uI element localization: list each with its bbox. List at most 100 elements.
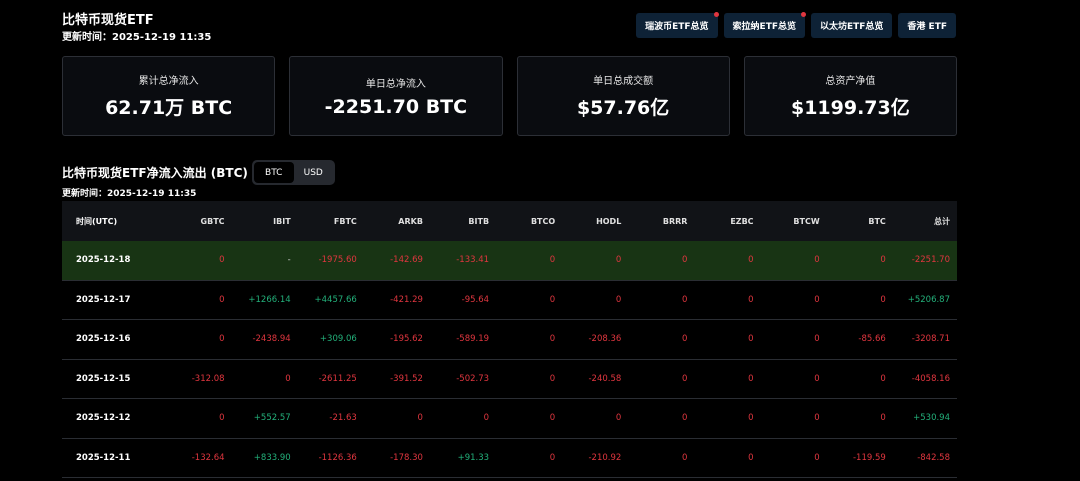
flow-cell: 0 [748, 334, 754, 345]
toggle-btc-option[interactable]: BTC [254, 162, 294, 183]
flow-cell: -421.29 [390, 294, 423, 305]
nav-sol-etf-button[interactable]: 索拉纳ETF总览 [723, 12, 806, 38]
table-header: 时间(UTC) GBTC IBIT FBTC ARKB BITB BTCO HODL BRRR E… [62, 201, 957, 241]
column-header: IBIT [273, 216, 291, 226]
flow-cell: -2611.25 [318, 373, 357, 384]
flow-cell: +91.33 [457, 452, 490, 463]
flow-cell: -502.73 [456, 373, 490, 384]
column-header: FBTC [333, 216, 357, 226]
table-body: 2025-12-18 0 - -1975.60 -142.69 -133.41 0 0 0 0 0 0… [62, 241, 957, 478]
flow-cell: -178.30 [390, 452, 423, 463]
flow-cell: -21.63 [329, 413, 357, 424]
flow-cell: 0 [549, 255, 556, 266]
flow-cell: -132.64 [191, 452, 225, 463]
flow-cell: +309.06 [319, 334, 357, 345]
date-cell: 2025-12-18 [76, 255, 131, 266]
flow-cell: 0 [417, 413, 423, 424]
flow-cell: 0 [483, 413, 490, 424]
section-updated-time: 更新时间：2025-12-19 11:35 [62, 189, 197, 199]
column-header: HODL [596, 216, 622, 226]
stat-label: 单日总成交额 [593, 76, 654, 87]
table-row[interactable]: 2025-12-12 0 +552.57 -21.63 0 0 0 0 0 0 0 0 +530.94 [62, 399, 957, 439]
nav-label: 瑞波币ETF总览 [645, 22, 709, 32]
flow-cell: 0 [219, 334, 225, 345]
flow-cell: -95.64 [461, 294, 490, 305]
flow-cell: +1266.14 [248, 294, 291, 305]
column-header: 时间(UTC) [76, 216, 118, 226]
flow-cell: 0 [682, 334, 688, 345]
stat-label: 累计总净流入 [138, 76, 199, 87]
date-cell: 2025-12-17 [76, 294, 131, 305]
flow-cell: - [287, 255, 291, 266]
table-row[interactable]: 2025-12-11 -132.64 +833.90 -1126.36 -178.30 +… [62, 439, 957, 478]
flow-cell: 0 [219, 413, 225, 424]
flow-cell: -2251.70 [911, 255, 950, 266]
flow-cell: 0 [814, 255, 820, 266]
stat-value: $1199.73亿 [790, 97, 910, 119]
flow-cell: -391.52 [390, 373, 423, 384]
flow-cell: 0 [549, 334, 556, 345]
column-header: EZBC [730, 216, 754, 226]
flow-cell: 0 [615, 255, 622, 266]
date-cell: 2025-12-12 [76, 413, 131, 424]
toggle-usd-option[interactable]: USD [303, 167, 323, 178]
flow-cell: 0 [615, 413, 622, 424]
stats-cards: 累计总净流入 62.71万 BTC 单日总净流入 -2251.70 BTC 单日… [62, 56, 957, 136]
flow-cell: 0 [549, 413, 556, 424]
flow-cell: -3208.71 [911, 334, 950, 345]
nav-xrp-etf-button[interactable]: 瑞波币ETF总览 [636, 12, 719, 38]
flow-cell: -210.92 [588, 452, 622, 463]
table-row[interactable]: 2025-12-16 0 -2438.94 +309.06 -195.62 -589.19… [62, 320, 957, 360]
flow-cell: 0 [880, 413, 886, 424]
flow-cell: +833.90 [253, 452, 291, 463]
flow-cell: 0 [682, 294, 688, 305]
flow-cell: 0 [549, 373, 556, 384]
flow-cell: 0 [682, 452, 688, 463]
stat-value: 62.71万 BTC [105, 97, 233, 119]
flow-cell: 0 [219, 294, 225, 305]
flow-cell: -2438.94 [252, 334, 291, 345]
stat-card-daily-inflow: 单日总净流入 -2251.70 BTC [289, 56, 503, 136]
flow-cell: 0 [814, 294, 820, 305]
flow-cell: 0 [880, 373, 886, 384]
flow-cell: -589.19 [456, 334, 490, 345]
flow-cell: 0 [682, 413, 688, 424]
flow-cell: -842.58 [917, 452, 950, 463]
section-title: 比特币现货ETF净流入流出 (BTC) [62, 166, 248, 180]
notification-dot-icon [800, 12, 806, 17]
flow-cell: -195.62 [390, 334, 423, 345]
etf-nav: 瑞波币ETF总览 索拉纳ETF总览 以太坊ETF总览 香港 ETF [636, 12, 956, 38]
flow-cell: 0 [748, 452, 754, 463]
table-row[interactable]: 2025-12-18 0 - -1975.60 -142.69 -133.41 0 0 0 0 0 0… [62, 241, 957, 281]
column-header: BRRR [662, 216, 688, 226]
flow-cell: 0 [748, 255, 754, 266]
flow-cell: -240.58 [588, 373, 622, 384]
flow-cell: -142.69 [390, 255, 423, 266]
flow-cell: -1975.60 [318, 255, 357, 266]
stat-label: 单日总净流入 [365, 78, 426, 90]
notification-dot-icon [713, 12, 719, 17]
stat-label: 总资产净值 [825, 76, 876, 87]
column-header: BTC [868, 216, 886, 226]
flow-cell: -4058.16 [911, 373, 950, 384]
flow-cell: 0 [682, 255, 688, 266]
flow-cell: +5206.87 [907, 294, 950, 305]
flow-cell: 0 [219, 255, 225, 266]
nav-hk-etf-button[interactable]: 香港 ETF [898, 13, 956, 38]
column-header: BITB [468, 216, 490, 226]
date-cell: 2025-12-16 [76, 334, 131, 345]
updated-time: 更新时间：2025-12-19 11:35 [62, 32, 212, 43]
flow-cell: 0 [549, 452, 556, 463]
stat-value: -2251.70 BTC [324, 95, 468, 118]
flow-cell: -119.59 [852, 452, 886, 463]
nav-eth-etf-button[interactable]: 以太坊ETF总览 [810, 13, 893, 38]
nav-label: 索拉纳ETF总览 [732, 22, 796, 32]
flow-cell: 0 [880, 294, 886, 305]
nav-label: 香港 ETF [907, 22, 947, 32]
stat-card-cumulative-inflow: 累计总净流入 62.71万 BTC [62, 56, 276, 136]
flow-cell: +530.94 [913, 413, 950, 424]
table-row[interactable]: 2025-12-17 0 +1266.14 +4457.66 -421.29 -95.64… [62, 281, 957, 320]
flow-cell: 0 [814, 413, 820, 424]
table-row[interactable]: 2025-12-15 -312.08 0 -2611.25 -391.52 -502.73… [62, 360, 957, 399]
flow-cell: +4457.66 [314, 294, 357, 305]
